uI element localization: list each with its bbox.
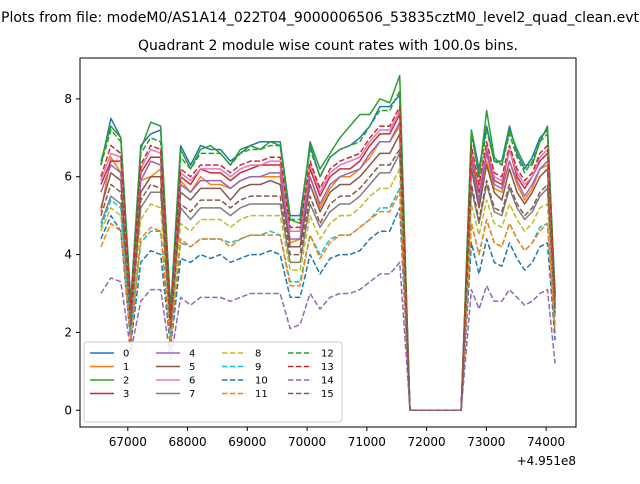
series-line-13 (100, 105, 556, 412)
legend-label-8: 8 (255, 349, 261, 360)
series-line-11 (100, 191, 556, 412)
legend-label-3: 3 (123, 389, 129, 400)
x-tick-label: 74000 (527, 435, 565, 449)
series-line-12 (100, 90, 556, 412)
legend-label-0: 0 (123, 349, 129, 360)
x-tick-label: 72000 (408, 435, 446, 449)
y-axis: 0 2 4 6 8 (64, 92, 80, 417)
series-line-10 (100, 207, 556, 412)
legend-label-12: 12 (321, 349, 334, 360)
y-tick-label: 4 (64, 248, 72, 262)
legend-box (83, 341, 343, 423)
series-line-4 (100, 121, 556, 412)
series-line-2 (100, 74, 556, 412)
legend-label-5: 5 (189, 362, 195, 373)
y-tick-label: 6 (64, 170, 72, 184)
x-tick-label: 69000 (228, 435, 266, 449)
legend-label-10: 10 (255, 376, 268, 387)
axes-frame (79, 57, 577, 428)
x-tick-label: 68000 (168, 435, 206, 449)
x-tick-label: 67000 (109, 435, 147, 449)
x-axis: 67000 68000 69000 70000 71000 72000 73000 74000 (109, 427, 565, 449)
chart-title: Quadrant 2 module wise count rates with … (138, 38, 518, 54)
legend-label-9: 9 (255, 362, 261, 373)
legend-label-1: 1 (123, 362, 129, 373)
series-layer (100, 74, 556, 412)
x-tick-label: 71000 (348, 435, 386, 449)
x-tick-label: 70000 (288, 435, 326, 449)
series-line-5 (100, 133, 556, 412)
legend-label-11: 11 (255, 389, 268, 400)
x-offset-label: +4.951e8 (517, 454, 576, 468)
legend-label-7: 7 (189, 389, 195, 400)
x-tick-label: 73000 (467, 435, 505, 449)
legend-label-4: 4 (189, 349, 195, 360)
legend-label-13: 13 (321, 362, 334, 373)
series-line-14 (100, 261, 556, 412)
figure-suptitle: Plots from file: modeM0/AS1A14_022T04_90… (1, 10, 639, 26)
y-tick-label: 2 (64, 325, 72, 339)
series-line-15 (100, 148, 556, 412)
y-tick-label: 8 (64, 92, 72, 106)
y-tick-label: 0 (64, 403, 72, 417)
legend-label-15: 15 (321, 389, 334, 400)
series-line-8 (100, 168, 556, 412)
legend-label-2: 2 (123, 376, 129, 387)
legend-label-6: 6 (189, 376, 195, 387)
legend-label-14: 14 (321, 376, 334, 387)
